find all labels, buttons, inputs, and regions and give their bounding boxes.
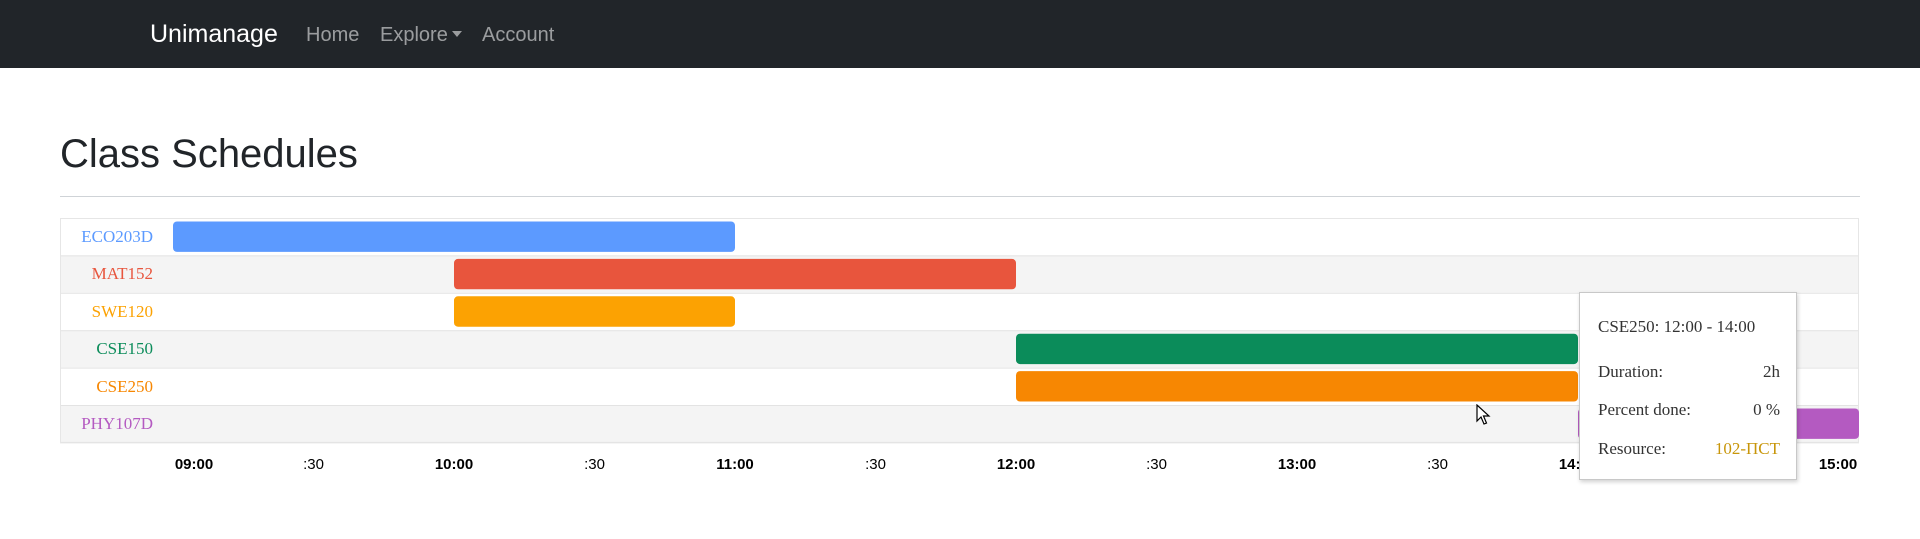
task-label-mat152: MAT152 (91, 264, 153, 284)
x-tick-label: :30 (303, 456, 324, 473)
x-tick-label: 09:00 (174, 456, 214, 473)
x-tick-label: 15:00 (1818, 456, 1858, 473)
x-tick-label: 11:00 (716, 456, 754, 473)
task-label-eco203d: ECO203D (81, 227, 153, 246)
x-tick-label: :30 (584, 456, 605, 473)
chevron-down-icon (451, 31, 462, 37)
task-label-cse150: CSE150 (96, 339, 153, 359)
task-bar-cse250[interactable] (1016, 371, 1578, 402)
task-bar-eco203d[interactable] (173, 221, 735, 252)
tooltip-duration-value: 2h (1763, 362, 1780, 381)
task-bar-mat152[interactable] (454, 258, 1016, 290)
x-tick-label: :30 (865, 456, 886, 473)
gantt-row-bg (60, 292, 1859, 331)
top-navbar: Unimanage Home Explore Account (0, 0, 1920, 68)
nav-explore-label: Explore (380, 24, 448, 46)
x-tick-label: 13:00 (1277, 456, 1317, 473)
title-divider (60, 196, 1860, 197)
x-tick-label: 10:00 (434, 456, 474, 473)
task-label-phy107d: PHY107D (81, 414, 153, 433)
nav-account-link[interactable]: Account (482, 24, 555, 46)
tooltip-title: CSE250: 12:00 - 14:00 (1598, 317, 1756, 336)
tooltip-percent-label: Percent done: (1598, 400, 1691, 419)
page-title: Class Schedules (60, 132, 358, 176)
gantt-row-bg (60, 405, 1859, 443)
task-bar-cse150[interactable] (1016, 333, 1578, 365)
nav-home-link[interactable]: Home (306, 24, 360, 46)
x-tick-label: :30 (1146, 456, 1167, 473)
tooltip-percent-value: 0 % (1753, 400, 1780, 419)
nav-explore-dropdown[interactable]: Explore (380, 24, 462, 47)
tooltip-resource-label: Resource: (1598, 439, 1666, 458)
task-label-cse250: CSE250 (96, 376, 153, 396)
tooltip-duration-label: Duration: (1598, 362, 1664, 381)
x-tick-label: :30 (1427, 456, 1448, 473)
gantt-tooltip: CSE250: 12:00 - 14:00 Duration: 2h Perce… (1579, 292, 1797, 480)
gantt-frame (60, 218, 1859, 444)
task-bar-swe120[interactable] (454, 296, 735, 327)
task-label-swe120: SWE120 (91, 301, 153, 321)
tooltip-resource-value: 102-ПСТ (1714, 439, 1780, 458)
x-tick-label: 12:00 (996, 456, 1036, 473)
mouse-cursor-icon (1476, 404, 1491, 425)
brand-logo[interactable]: Unimanage (150, 20, 278, 48)
